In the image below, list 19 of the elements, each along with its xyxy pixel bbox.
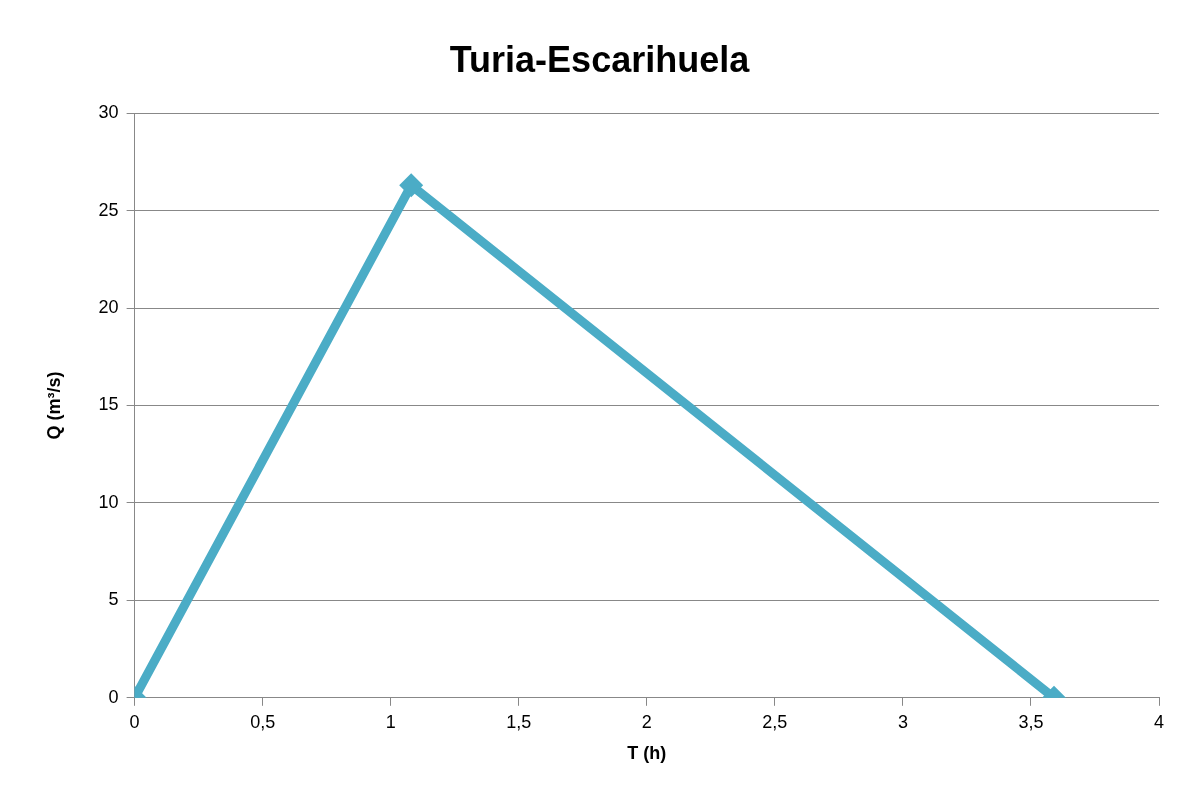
x-tick-label: 1,5 <box>506 711 532 732</box>
x-tick-label: 4 <box>1153 711 1165 732</box>
y-tick-label: 5 <box>108 589 119 610</box>
x-tick-label: 2 <box>641 711 652 732</box>
y-tick-label: 30 <box>98 102 119 123</box>
y-tick-label: 10 <box>98 491 119 512</box>
x-tick-label: 2,5 <box>762 711 788 732</box>
x-axis-title: T (h) <box>627 743 667 764</box>
x-tick-label: 3 <box>897 711 908 732</box>
y-tick-label: 25 <box>98 199 119 220</box>
x-tick-label: 3,5 <box>1018 711 1044 732</box>
y-tick-label: 20 <box>98 297 119 318</box>
x-tick-label: 0,5 <box>250 711 276 732</box>
y-tick-label: 0 <box>108 686 119 707</box>
y-axis-title: Q (m³/s) <box>43 371 64 440</box>
chart-title: Turia-Escarihuela <box>449 38 751 80</box>
y-tick-label: 15 <box>98 394 119 415</box>
x-tick-label: 0 <box>129 711 140 732</box>
x-tick-label: 1 <box>385 711 396 732</box>
